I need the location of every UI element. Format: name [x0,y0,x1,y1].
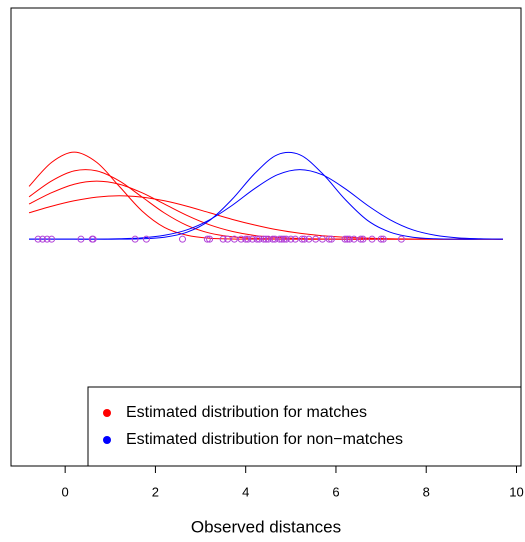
density-curve [28,180,503,240]
observation-point [219,235,227,243]
observation-point [276,235,284,243]
observation-point [379,235,387,243]
observation-point [206,235,214,243]
observation-point [312,235,320,243]
observation-point [262,235,270,243]
observation-point [248,235,256,243]
observation-point [34,235,42,243]
observation-point [343,235,351,243]
observation-point [39,235,47,243]
observation-point [377,235,385,243]
x-tick-label: 10 [509,484,523,499]
observation-point [269,235,277,243]
observation-point [203,235,211,243]
legend-label: Estimated distribution for matches [126,404,367,421]
observation-point [327,235,335,243]
density-curve [28,151,503,240]
observation-point [341,235,349,243]
observation-point [298,235,306,243]
observation-point [230,235,238,243]
observation-point [325,235,333,243]
observation-point [260,235,268,243]
observation-point [131,235,139,243]
observation-point [350,235,358,243]
observation-point [77,235,85,243]
observation-point [368,235,376,243]
observation-point [287,235,295,243]
observation-point [291,235,299,243]
x-tick-label: 8 [423,484,430,499]
x-tick-label: 4 [242,484,249,499]
x-axis-label: Observed distances [191,517,341,536]
density-curve [28,195,503,240]
density-curve [29,169,503,240]
observation-point [43,235,51,243]
observation-point [345,235,353,243]
x-tick-label: 6 [332,484,339,499]
density-curve [28,169,503,240]
legend-label: Estimated distribution for non−matches [126,431,403,448]
observation-point [278,235,286,243]
observation-point [282,235,290,243]
observation-point [255,235,263,243]
observation-point [244,235,252,243]
legend-marker [103,409,111,417]
observation-point [242,235,250,243]
observation-point [300,235,308,243]
observation-point [359,235,367,243]
observation-point [253,235,261,243]
observation-point [397,235,405,243]
x-tick-label: 2 [152,484,159,499]
legend-marker [103,436,111,444]
observation-point [264,235,272,243]
observation-point [48,235,56,243]
observation-point [305,235,313,243]
observation-point [224,235,232,243]
observation-point [179,235,187,243]
observation-point [89,235,97,243]
observation-point [318,235,326,243]
legend-box [87,386,522,467]
observation-point [237,235,245,243]
observation-point [271,235,279,243]
x-tick-label: 0 [62,484,69,499]
observation-point [142,235,150,243]
observation-point [280,235,288,243]
observation-point [357,235,365,243]
